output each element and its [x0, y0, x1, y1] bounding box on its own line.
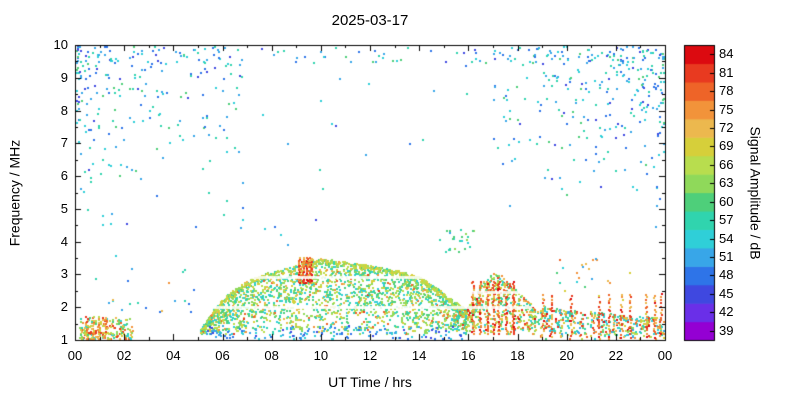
colorbar-tick-label: 60 — [719, 193, 734, 209]
x-tick-label: 14 — [411, 348, 427, 363]
chart-title: 2025-03-17 — [331, 12, 409, 29]
y-tick-label: 7 — [60, 135, 68, 151]
colorbar-tick-label: 78 — [719, 83, 734, 99]
colorbar-tick-label: 84 — [719, 46, 734, 62]
y-tick-label: 9 — [60, 69, 68, 85]
y-axis-label: Frequency / MHz — [6, 139, 22, 246]
y-axis-label-wrap: Frequency / MHz — [2, 45, 26, 340]
x-tick-label: 04 — [166, 348, 181, 363]
colorbar-tick-label: 57 — [719, 212, 734, 228]
colorbar-tick-label: 39 — [719, 322, 734, 338]
colorbar-tick-label: 63 — [719, 175, 734, 191]
colorbar-tick-label: 69 — [719, 138, 734, 154]
colorbar-tick-label: 51 — [719, 249, 734, 265]
y-tick-label: 10 — [53, 37, 68, 52]
colorbar-tick-label: 81 — [719, 64, 734, 80]
colorbar-tick-label: 42 — [719, 304, 734, 320]
x-tick-label: 10 — [313, 348, 329, 363]
y-tick-label: 4 — [60, 233, 68, 249]
x-tick-label: 16 — [461, 348, 476, 363]
x-tick-label: 18 — [510, 348, 525, 363]
colorbar-label: Signal Amplitude / dB — [748, 125, 764, 260]
y-tick-label: 3 — [60, 266, 68, 282]
x-tick-label: 00 — [67, 348, 83, 363]
x-tick-label: 02 — [116, 348, 132, 363]
y-tick-label: 5 — [60, 200, 68, 216]
colorbar-tick-label: 45 — [719, 285, 734, 301]
x-tick-label: 08 — [264, 348, 279, 363]
y-axis-ticks: 1 2 3 4 5 6 7 8 9 10 — [42, 0, 68, 400]
x-tick-label: 00 — [657, 348, 673, 363]
x-axis-label: UT Time / hrs — [328, 374, 412, 390]
y-tick-label: 6 — [60, 168, 68, 184]
x-tick-label: 22 — [608, 348, 624, 363]
y-tick-label: 8 — [60, 102, 68, 118]
x-axis-ticks: 00 02 04 06 08 10 12 14 16 18 20 22 00 — [0, 348, 800, 364]
colorbar-tick-label: 66 — [719, 156, 734, 172]
y-tick-label: 1 — [60, 332, 68, 347]
x-tick-label: 06 — [215, 348, 230, 363]
colorbar-ticks: 84 81 78 75 72 69 66 63 60 57 54 51 48 45 42 39 — [719, 0, 749, 400]
colorbar-tick-label: 48 — [719, 267, 734, 283]
colorbar-tick-label: 72 — [719, 119, 734, 135]
y-tick-label: 2 — [60, 299, 68, 315]
colorbar-tick-label: 54 — [719, 230, 734, 246]
colorbar-tick-label: 75 — [719, 101, 734, 117]
x-tick-label: 20 — [559, 348, 574, 363]
x-tick-label: 12 — [362, 348, 378, 363]
